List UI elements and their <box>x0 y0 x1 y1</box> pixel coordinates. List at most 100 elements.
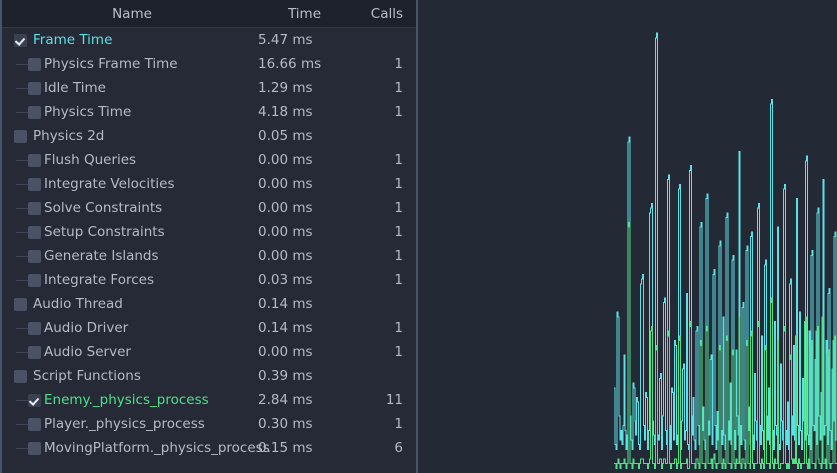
metric-calls: 1 <box>394 152 403 168</box>
metric-name: Setup Constraints <box>44 224 165 240</box>
metric-name: Idle Time <box>44 80 106 96</box>
metric-time: 2.84 ms <box>258 392 313 408</box>
metric-name: Integrate Velocities <box>44 176 175 192</box>
tree-connector-line <box>16 400 28 401</box>
checkbox-unchecked[interactable] <box>28 250 41 263</box>
metric-time: 0.00 ms <box>258 200 313 216</box>
metric-name: Physics 2d <box>33 128 105 144</box>
tree-connector-line <box>16 256 28 257</box>
tree-connector-line <box>16 232 28 233</box>
tree-row[interactable]: Flush Queries 0.00 ms 1 <box>2 148 416 172</box>
tree-row[interactable]: Solve Constraints 0.00 ms 1 <box>2 196 416 220</box>
checkbox-unchecked[interactable] <box>14 370 27 383</box>
metric-name: Integrate Forces <box>44 272 154 288</box>
metric-name: Player._physics_process <box>44 416 205 432</box>
tree-column-header: Name Time Calls <box>2 0 416 28</box>
checkbox-unchecked[interactable] <box>28 106 41 119</box>
checkbox-unchecked[interactable] <box>28 178 41 191</box>
tree-connector-line <box>16 88 28 89</box>
metric-name: Script Functions <box>33 368 141 384</box>
metric-calls: 6 <box>394 440 403 456</box>
checkbox-unchecked[interactable] <box>28 154 41 167</box>
tree-row[interactable]: Integrate Forces 0.03 ms 1 <box>2 268 416 292</box>
tree-connector-line <box>16 112 28 113</box>
tree-row[interactable]: Frame Time 5.47 ms <box>2 28 416 52</box>
tree-row[interactable]: Enemy._physics_process 2.84 ms 11 <box>2 388 416 412</box>
tree-row[interactable]: Idle Time 1.29 ms 1 <box>2 76 416 100</box>
metric-name: Enemy._physics_process <box>44 392 209 408</box>
metric-calls: 1 <box>394 104 403 120</box>
tree-row[interactable]: Physics Time 4.18 ms 1 <box>2 100 416 124</box>
metric-time: 0.14 ms <box>258 296 313 312</box>
metric-calls: 1 <box>394 200 403 216</box>
tree-row[interactable]: Player._physics_process 0.30 ms 1 <box>2 412 416 436</box>
tree-connector-line <box>16 184 28 185</box>
metric-time: 0.03 ms <box>258 272 313 288</box>
tree-connector-line <box>16 64 28 65</box>
checkbox-unchecked[interactable] <box>14 298 27 311</box>
metric-time: 0.00 ms <box>258 152 313 168</box>
tree-connector-line <box>16 328 28 329</box>
tree-row[interactable]: Script Functions 0.39 ms <box>2 364 416 388</box>
metric-time: 0.00 ms <box>258 344 313 360</box>
metric-calls: 1 <box>394 272 403 288</box>
metric-time: 0.39 ms <box>258 368 313 384</box>
tree-row[interactable]: Generate Islands 0.00 ms 1 <box>2 244 416 268</box>
checkbox-unchecked[interactable] <box>28 58 41 71</box>
tree-connector-line <box>16 208 28 209</box>
metric-calls: 1 <box>394 80 403 96</box>
metric-time: 5.47 ms <box>258 32 313 48</box>
graph-series-enemy-physics-process <box>614 222 837 468</box>
tree-row[interactable]: Audio Thread 0.14 ms <box>2 292 416 316</box>
checkbox-unchecked[interactable] <box>28 322 41 335</box>
tree-row[interactable]: Integrate Velocities 0.00 ms 1 <box>2 172 416 196</box>
profiler-graph-canvas <box>418 0 837 473</box>
metric-time: 0.14 ms <box>258 320 313 336</box>
tree-row[interactable]: Physics Frame Time 16.66 ms 1 <box>2 52 416 76</box>
metric-name: Flush Queries <box>44 152 137 168</box>
metric-name: Frame Time <box>33 32 113 48</box>
metric-calls: 11 <box>385 392 403 408</box>
checkbox-unchecked[interactable] <box>28 274 41 287</box>
metric-time: 0.05 ms <box>258 128 313 144</box>
metric-name: MovingPlatform._physics_process <box>44 440 270 456</box>
column-header-time[interactable]: Time <box>287 6 322 22</box>
metric-time: 16.66 ms <box>258 56 322 72</box>
tree-row[interactable]: Setup Constraints 0.00 ms 1 <box>2 220 416 244</box>
metric-time: 0.15 ms <box>258 440 313 456</box>
checkbox-unchecked[interactable] <box>14 130 27 143</box>
metric-time: 4.18 ms <box>258 104 313 120</box>
metric-calls: 1 <box>394 320 403 336</box>
tree-row[interactable]: Audio Server 0.00 ms 1 <box>2 340 416 364</box>
checkbox-unchecked[interactable] <box>28 346 41 359</box>
tree-connector-line <box>16 352 28 353</box>
metric-name: Audio Thread <box>33 296 123 312</box>
metric-calls: 1 <box>394 176 403 192</box>
metric-calls: 1 <box>394 344 403 360</box>
checkbox-unchecked[interactable] <box>28 226 41 239</box>
tree-row[interactable]: Physics 2d 0.05 ms <box>2 124 416 148</box>
checkbox-checked[interactable] <box>28 394 41 407</box>
column-header-calls[interactable]: Calls <box>370 6 403 22</box>
profiler-metric-tree[interactable]: Name Time Calls Frame Time 5.47 ms Physics… <box>0 0 418 473</box>
metric-name: Generate Islands <box>44 248 159 264</box>
checkbox-unchecked[interactable] <box>28 442 41 455</box>
tree-connector-line <box>16 280 28 281</box>
metric-calls: 1 <box>394 224 403 240</box>
tree-row[interactable]: MovingPlatform._physics_process 0.15 ms 6 <box>2 436 416 460</box>
checkbox-checked[interactable] <box>14 34 27 47</box>
metric-name: Physics Time <box>44 104 132 120</box>
metric-calls: 1 <box>394 248 403 264</box>
metric-calls: 1 <box>394 416 403 432</box>
metric-name: Audio Driver <box>44 320 129 336</box>
tree-connector-line <box>16 448 28 449</box>
column-header-name[interactable]: Name <box>112 6 152 22</box>
tree-row[interactable]: Audio Driver 0.14 ms 1 <box>2 316 416 340</box>
checkbox-unchecked[interactable] <box>28 418 41 431</box>
checkbox-unchecked[interactable] <box>28 202 41 215</box>
metric-name: Physics Frame Time <box>44 56 178 72</box>
metric-time: 1.29 ms <box>258 80 313 96</box>
checkbox-unchecked[interactable] <box>28 82 41 95</box>
profiler-graph[interactable] <box>418 0 837 473</box>
